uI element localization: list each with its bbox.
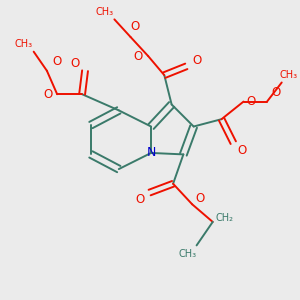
Text: O: O xyxy=(246,95,256,108)
Text: O: O xyxy=(238,143,247,157)
Text: N: N xyxy=(146,146,156,159)
Text: CH₃: CH₃ xyxy=(95,7,113,17)
Text: O: O xyxy=(70,57,80,70)
Text: CH₃: CH₃ xyxy=(14,39,32,49)
Text: O: O xyxy=(130,20,140,33)
Text: O: O xyxy=(195,192,204,205)
Text: O: O xyxy=(136,194,145,206)
Text: CH₂: CH₂ xyxy=(215,212,233,223)
Text: CH₃: CH₃ xyxy=(179,249,197,259)
Text: O: O xyxy=(192,54,201,67)
Text: O: O xyxy=(271,86,280,99)
Text: O: O xyxy=(133,50,142,63)
Text: O: O xyxy=(52,56,62,68)
Text: O: O xyxy=(44,88,53,101)
Text: CH₃: CH₃ xyxy=(280,70,298,80)
